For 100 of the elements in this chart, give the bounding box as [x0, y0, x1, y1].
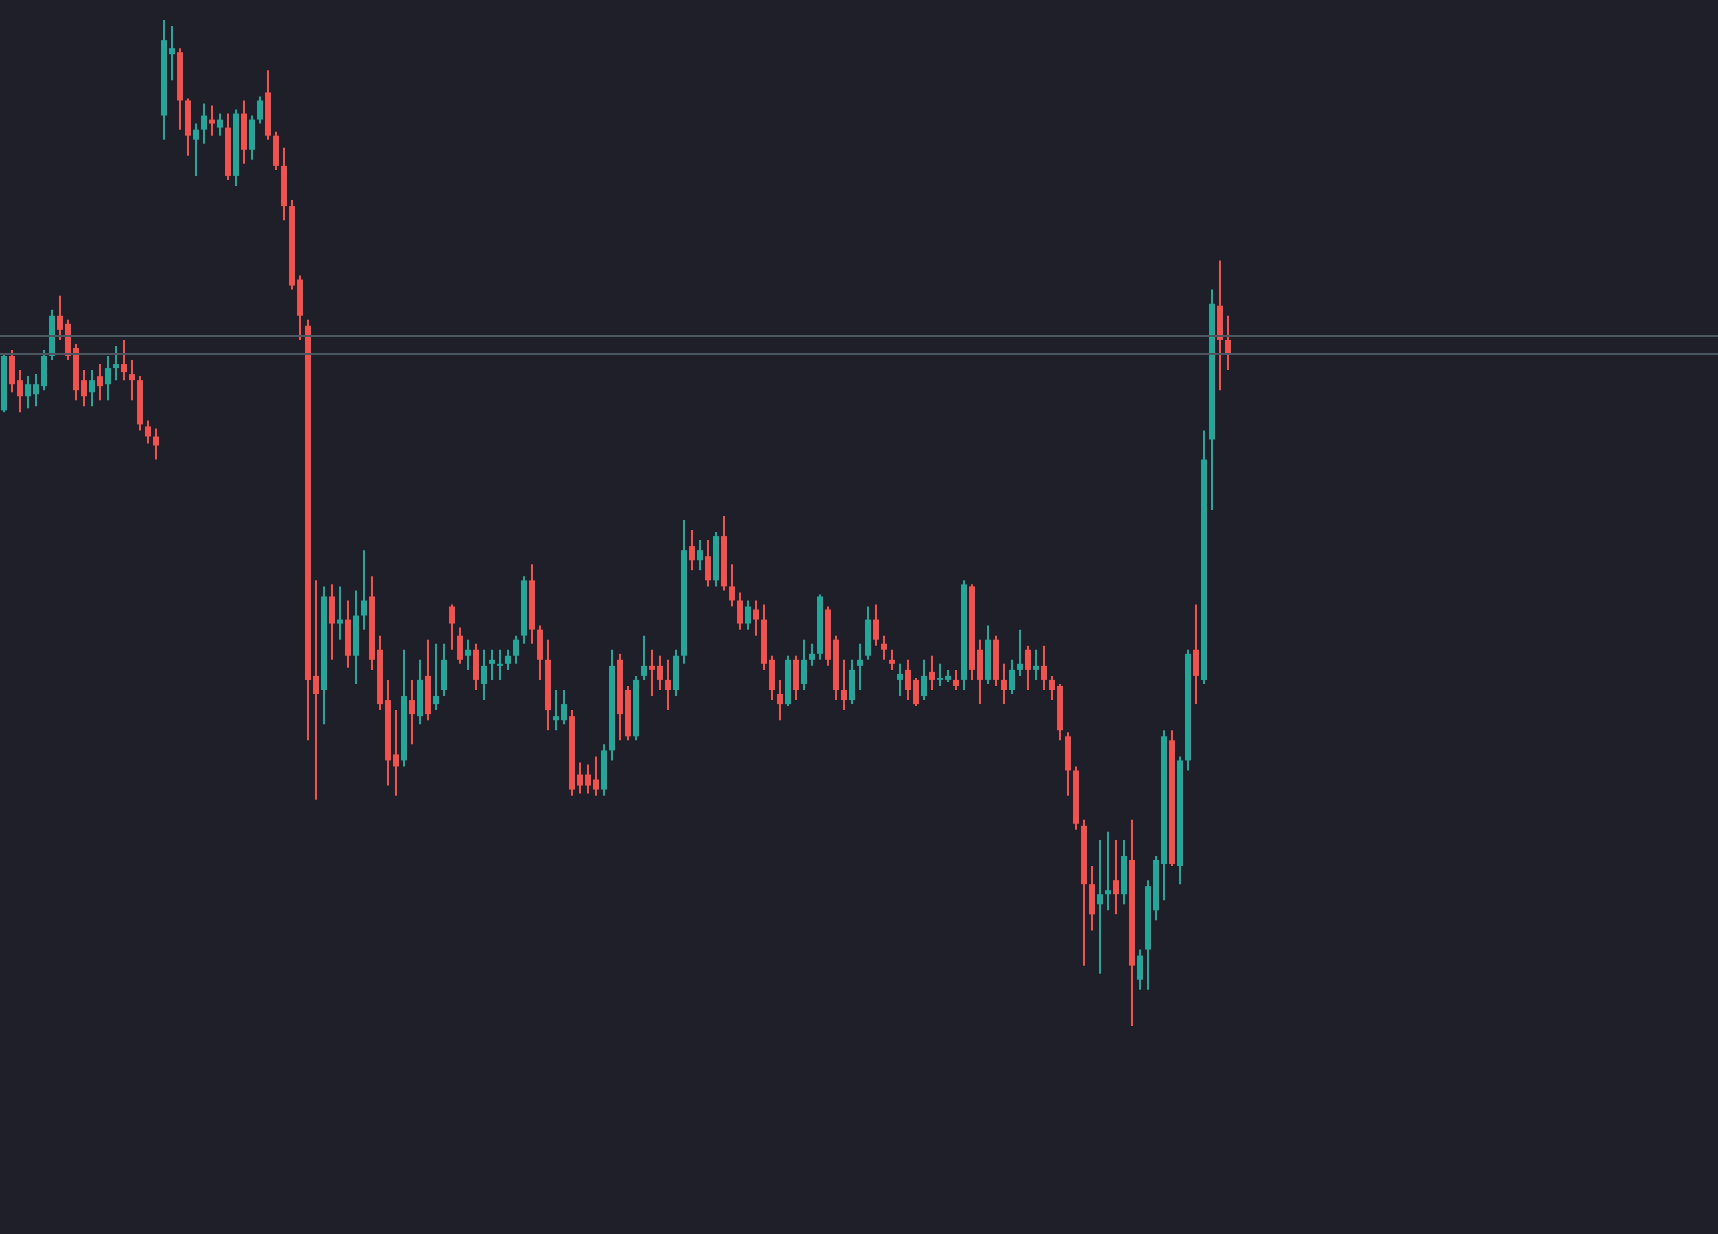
candlestick: [265, 69, 271, 141]
candlestick: [953, 668, 959, 691]
candlestick: [985, 624, 991, 685]
candlestick: [905, 658, 911, 702]
candlestick: [937, 662, 943, 687]
candlestick: [97, 363, 103, 402]
candlestick: [361, 549, 367, 631]
candlestick: [705, 539, 711, 588]
candlestick: [697, 539, 703, 572]
candlestick: [737, 591, 743, 631]
candlestick: [201, 102, 207, 145]
candlestick: [257, 95, 263, 125]
candlestick: [897, 662, 903, 698]
candlestick: [929, 654, 935, 691]
candlestick: [185, 97, 191, 157]
candlestick: [497, 648, 503, 681]
candlestick: [785, 654, 791, 708]
candlestick: [713, 531, 719, 588]
candlestick: [881, 634, 887, 661]
candlestick: [441, 642, 447, 698]
candlestick: [1225, 314, 1231, 372]
candlestick: [649, 648, 655, 698]
candlestick: [1057, 682, 1063, 742]
candlestick: [409, 678, 415, 746]
candlestick: [801, 638, 807, 691]
candlestick: [1097, 838, 1103, 975]
candlestick: [273, 130, 279, 171]
candlestick: [345, 599, 351, 669]
candlestick: [505, 648, 511, 671]
candlestick: [281, 146, 287, 222]
candlestick: [137, 375, 143, 432]
candlestick: [249, 114, 255, 161]
candlestick: [417, 658, 423, 726]
candlestick: [1017, 628, 1023, 677]
candlestick: [1065, 731, 1071, 797]
candlestick: [993, 634, 999, 687]
candlestick: [513, 634, 519, 665]
candlestick: [489, 648, 495, 681]
candlestick: [209, 104, 215, 137]
candlestick: [745, 599, 751, 631]
candlestick: [841, 658, 847, 712]
candlestick: [1121, 838, 1127, 906]
candlestick: [113, 344, 119, 382]
candlestick: [1033, 648, 1039, 681]
candlestick: [145, 419, 151, 445]
candlestick: [793, 654, 799, 702]
candlestick: [465, 638, 471, 671]
candlestick: [1113, 838, 1119, 916]
candlestick: [665, 658, 671, 712]
candlestick: [641, 634, 647, 681]
candlestick: [553, 689, 559, 732]
candlestick: [449, 603, 455, 651]
candlestick: [105, 355, 111, 402]
candlestick: [49, 308, 55, 362]
candlestick: [729, 563, 735, 608]
candlestick: [913, 676, 919, 708]
candlestick: [1137, 948, 1143, 991]
candlestick: [865, 605, 871, 661]
candlestick: [1025, 644, 1031, 691]
candlestick: [537, 624, 543, 681]
candlestick: [89, 369, 95, 408]
candlestick: [153, 427, 159, 461]
candlestick: [849, 658, 855, 706]
candlestick: [433, 642, 439, 712]
candlestick: [353, 589, 359, 685]
candlestick: [41, 348, 47, 392]
candlestick: [193, 122, 199, 177]
candlestick: [673, 648, 679, 698]
candlestick: [241, 99, 247, 165]
candlestick: [481, 648, 487, 702]
candlestick: [129, 359, 135, 402]
candlestick: [561, 689, 567, 726]
candlestick: [777, 678, 783, 722]
candlestick: [425, 638, 431, 722]
candlestick: [1193, 603, 1199, 706]
candlestick: [689, 529, 695, 572]
candlestick: [753, 599, 759, 637]
candlestick: [329, 583, 335, 661]
candlestick: [1105, 830, 1111, 912]
candlestick: [337, 585, 343, 641]
candlestick: [473, 642, 479, 691]
candlestick: [1009, 658, 1015, 696]
candlestick: [457, 626, 463, 665]
candlestick: [873, 603, 879, 647]
candlestick: [601, 743, 607, 797]
candlestick: [809, 642, 815, 667]
candlestick: [889, 648, 895, 671]
candlestick: [1089, 865, 1095, 932]
candlestick: [593, 755, 599, 797]
candlestick: [1001, 662, 1007, 706]
candlestick: [921, 658, 927, 702]
candlestick: [585, 763, 591, 795]
candlestick: [25, 375, 31, 410]
candlestick: [857, 642, 863, 691]
candlestick: [9, 348, 15, 394]
candlestick: [121, 338, 127, 382]
candlestick: [1217, 259, 1223, 392]
candlestick: [1041, 644, 1047, 691]
candlestick: [657, 654, 663, 691]
candlestick: [217, 112, 223, 137]
